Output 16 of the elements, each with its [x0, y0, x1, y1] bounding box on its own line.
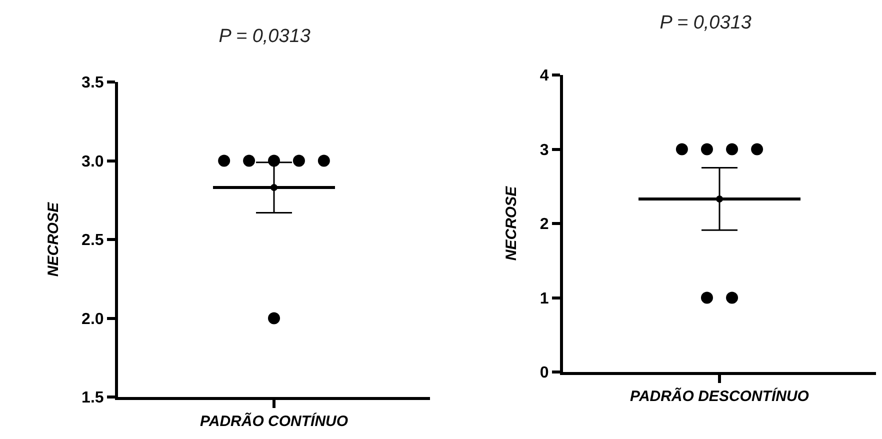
y-tick-label: 3.0 [82, 153, 104, 170]
y-tick-label: 1 [540, 290, 549, 308]
y-tick-label: 2 [540, 216, 549, 234]
chart-title: P = 0,0313 [660, 12, 752, 34]
y-axis-title: NECROSE [44, 201, 62, 277]
y-tick-label: 3.5 [82, 74, 104, 92]
y-tick-label: 0 [540, 364, 549, 382]
y-tick-label: 4 [540, 68, 549, 85]
y-tick-label: 3 [540, 142, 549, 159]
x-tick-label: PADRÃO DESCONTÍNUO [630, 387, 810, 405]
y-tick-label: 2.0 [82, 310, 104, 328]
chart-title: P = 0,0313 [218, 26, 311, 47]
y-axis-title: NECROSE [503, 185, 520, 261]
x-tick-label: PADRÃO CONTÍNUO [200, 412, 348, 430]
y-tick-label: 2.5 [82, 232, 104, 250]
y-tick-label: 1.5 [82, 390, 104, 407]
